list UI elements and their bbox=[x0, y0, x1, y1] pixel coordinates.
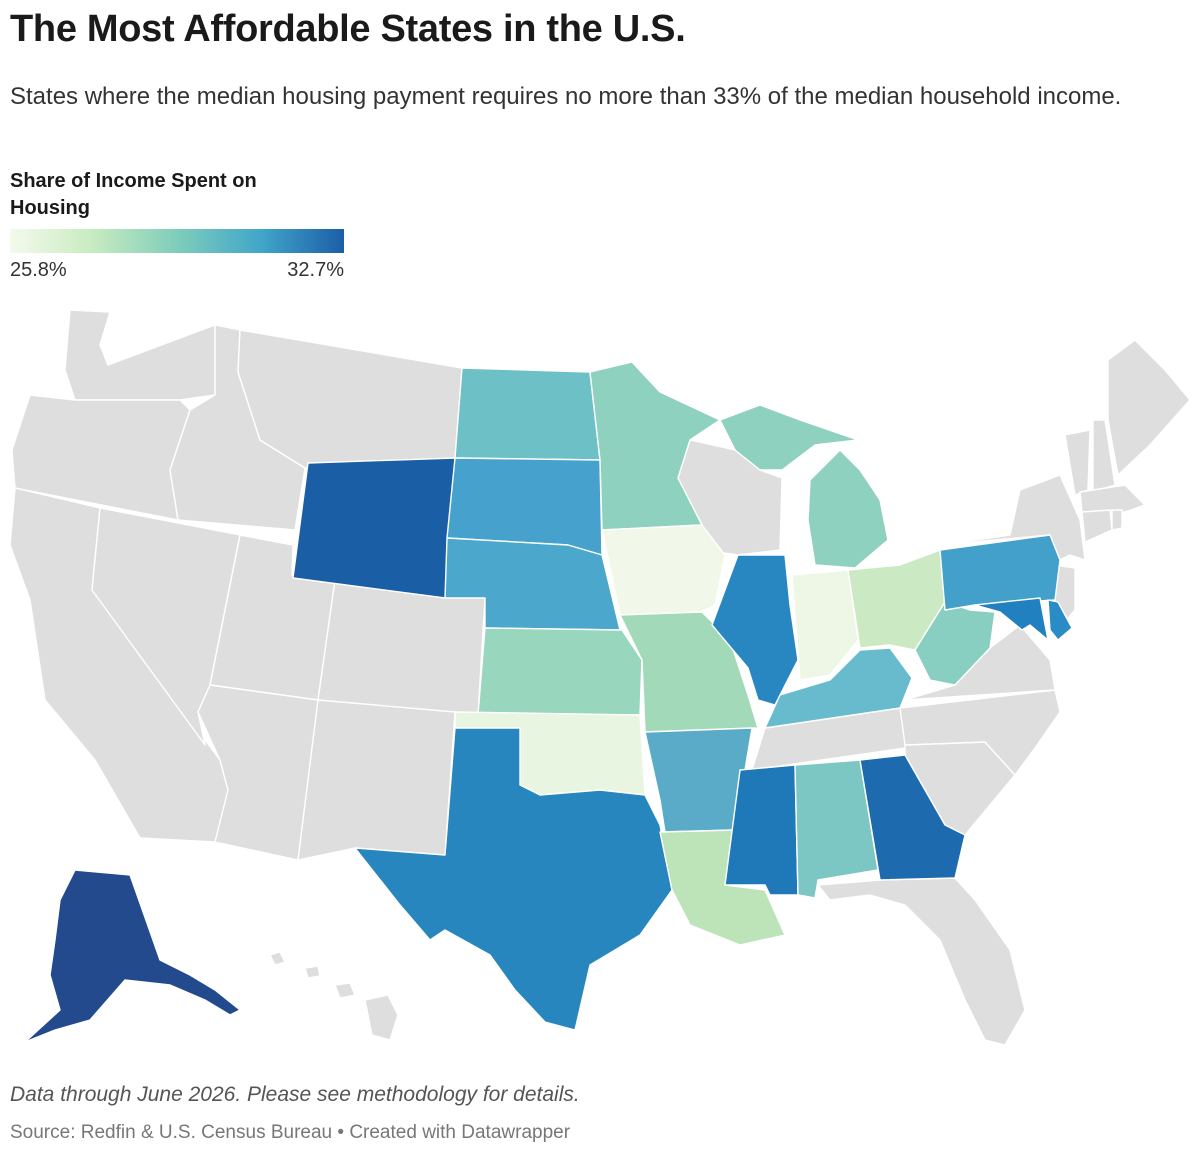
state-massachusetts[interactable] bbox=[1079, 484, 1146, 513]
state-colorado[interactable] bbox=[317, 579, 486, 716]
state-wyoming[interactable] bbox=[292, 457, 456, 599]
state-new-mexico[interactable] bbox=[297, 699, 456, 861]
state-georgia[interactable] bbox=[859, 754, 966, 881]
state-alaska[interactable] bbox=[24, 869, 241, 1043]
legend-color-scale bbox=[10, 229, 344, 253]
state-missouri[interactable] bbox=[619, 611, 759, 733]
chart-subtitle: States where the median housing payment … bbox=[10, 83, 1122, 110]
state-rhode-island[interactable] bbox=[1111, 509, 1123, 531]
source-credit: Source: Redfin & U.S. Census Bureau • Cr… bbox=[10, 1122, 571, 1143]
state-minnesota[interactable] bbox=[589, 361, 721, 531]
state-north-dakota[interactable] bbox=[454, 367, 601, 461]
state-vermont[interactable] bbox=[1064, 429, 1091, 496]
state-kentucky[interactable] bbox=[764, 647, 913, 729]
legend-min-label: 25.8% bbox=[10, 259, 67, 281]
state-maine[interactable] bbox=[1107, 339, 1191, 476]
state-indiana[interactable] bbox=[791, 569, 859, 681]
legend-max-label: 32.7% bbox=[287, 259, 344, 281]
state-delaware[interactable] bbox=[1047, 599, 1073, 641]
state-north-carolina[interactable] bbox=[899, 689, 1061, 776]
legend-title: Share of Income Spent on Housing bbox=[10, 170, 257, 219]
state-maryland[interactable] bbox=[974, 597, 1049, 641]
state-michigan[interactable] bbox=[719, 404, 889, 569]
state-hawaii[interactable] bbox=[269, 951, 399, 1041]
state-illinois[interactable] bbox=[711, 554, 799, 706]
state-iowa[interactable] bbox=[601, 524, 726, 616]
state-montana[interactable] bbox=[237, 329, 463, 469]
state-pennsylvania[interactable] bbox=[939, 534, 1061, 611]
state-washington[interactable] bbox=[64, 309, 216, 401]
state-florida[interactable] bbox=[817, 877, 1026, 1046]
affordable-states bbox=[24, 361, 1073, 1043]
us-state-map bbox=[9, 309, 1191, 1046]
footnote: Data through June 2026. Please see metho… bbox=[10, 1083, 580, 1106]
state-texas[interactable] bbox=[354, 727, 673, 1031]
state-new-hampshire[interactable] bbox=[1092, 419, 1116, 493]
chart-title: The Most Affordable States in the U.S. bbox=[10, 8, 686, 50]
no-data-states bbox=[9, 309, 1191, 1046]
state-kansas[interactable] bbox=[477, 627, 643, 716]
state-connecticut[interactable] bbox=[1081, 509, 1113, 543]
